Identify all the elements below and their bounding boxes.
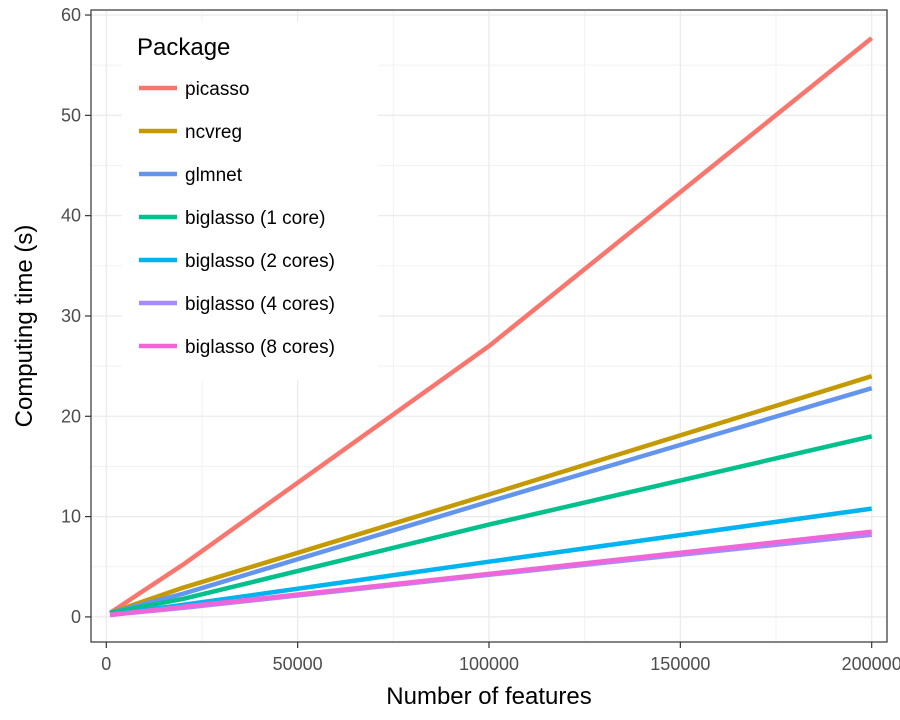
legend-background — [122, 22, 378, 380]
series-line-picasso — [108, 36, 874, 615]
y-tick-label: 50 — [61, 105, 81, 125]
legend-items: picasso ncvreg glmnet biglasso (1 core) bigl… — [139, 79, 335, 358]
legend-label: glmnet — [185, 165, 243, 186]
x-tick-label: 100000 — [459, 654, 519, 674]
x-tick-label: 200000 — [842, 654, 900, 674]
series-lines — [108, 36, 874, 618]
x-tick-label: 50000 — [273, 654, 323, 674]
series-line-glmnet — [109, 386, 873, 616]
legend-label: biglasso (4 cores) — [185, 294, 335, 315]
y-tick-label: 0 — [71, 607, 81, 627]
y-tick-label: 40 — [61, 206, 81, 226]
legend-label: biglasso (1 core) — [185, 208, 325, 229]
x-tick-label: 0 — [101, 654, 111, 674]
series-line-biglasso-8-cores — [109, 529, 872, 618]
axis-ticks: 0 50000 100000 150000 200000 0 10 20 30 40 50 60 — [61, 5, 900, 674]
y-tick-label: 30 — [61, 306, 81, 326]
legend-label: biglasso (2 cores) — [185, 251, 335, 272]
series-line-biglasso-1-core — [109, 434, 873, 616]
legend-label: ncvreg — [185, 122, 242, 143]
y-tick-label: 20 — [61, 406, 81, 426]
x-axis-title: Number of features — [386, 683, 591, 710]
y-axis-title: Computing time (s) — [11, 225, 38, 428]
legend-label: biglasso (8 cores) — [185, 337, 335, 358]
y-tick-label: 60 — [61, 5, 81, 25]
legend-title: Package — [137, 34, 230, 61]
x-tick-label: 150000 — [650, 654, 710, 674]
y-tick-label: 10 — [61, 507, 81, 527]
legend: Package picasso ncvreg glmnet biglasso (1 c… — [122, 22, 378, 380]
legend-label: picasso — [185, 79, 249, 100]
series-line-ncvreg — [109, 374, 873, 616]
